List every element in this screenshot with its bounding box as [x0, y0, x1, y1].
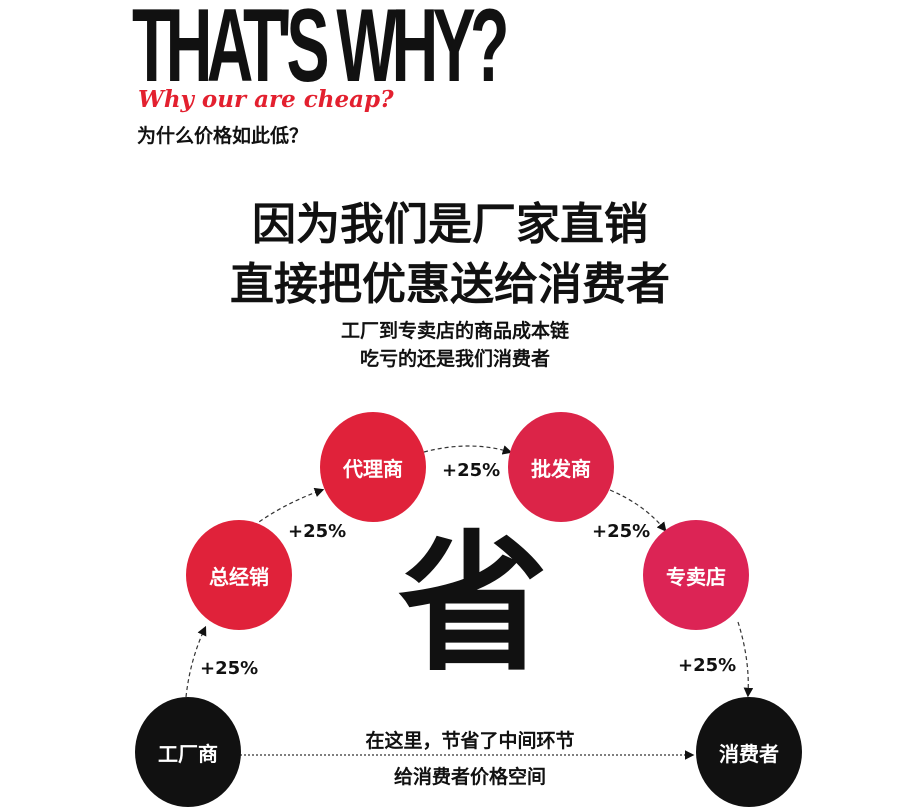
markup-label: +25% — [200, 658, 259, 679]
headline-line-1: 因为我们是厂家直销 — [252, 199, 648, 250]
arrow-4 — [609, 489, 667, 532]
node-consumer: 消费者 — [696, 697, 802, 807]
node-distributor: 总经销 — [186, 520, 292, 630]
node-factory: 工厂商 — [135, 697, 241, 807]
node-agent: 代理商 — [320, 412, 426, 522]
markup-label: +25% — [288, 521, 347, 542]
subtext-line-1: 工厂到专卖店的商品成本链 — [340, 320, 569, 342]
note-line-2: 给消费者价格空间 — [393, 766, 546, 788]
subtext-line-2: 吃亏的还是我们消费者 — [359, 348, 550, 370]
arrow-3 — [423, 445, 513, 455]
title: THAT'S WHY? — [132, 0, 509, 104]
headline-line-2: 直接把优惠送给消费者 — [230, 259, 670, 310]
arrow-1 — [185, 625, 207, 698]
markup-label: +25% — [592, 521, 651, 542]
node-wholesaler: 批发商 — [508, 412, 614, 522]
note-line-1: 在这里，节省了中间环节 — [365, 730, 575, 752]
center-character: 省 — [398, 518, 549, 692]
node-store: 专卖店 — [643, 520, 749, 630]
markup-label: +25% — [678, 655, 737, 676]
markup-label: +25% — [442, 460, 501, 481]
subtitle-chinese: 为什么价格如此低？ — [137, 125, 309, 147]
subtitle-english: Why our are cheap? — [138, 86, 394, 113]
arrow-5 — [737, 621, 754, 698]
